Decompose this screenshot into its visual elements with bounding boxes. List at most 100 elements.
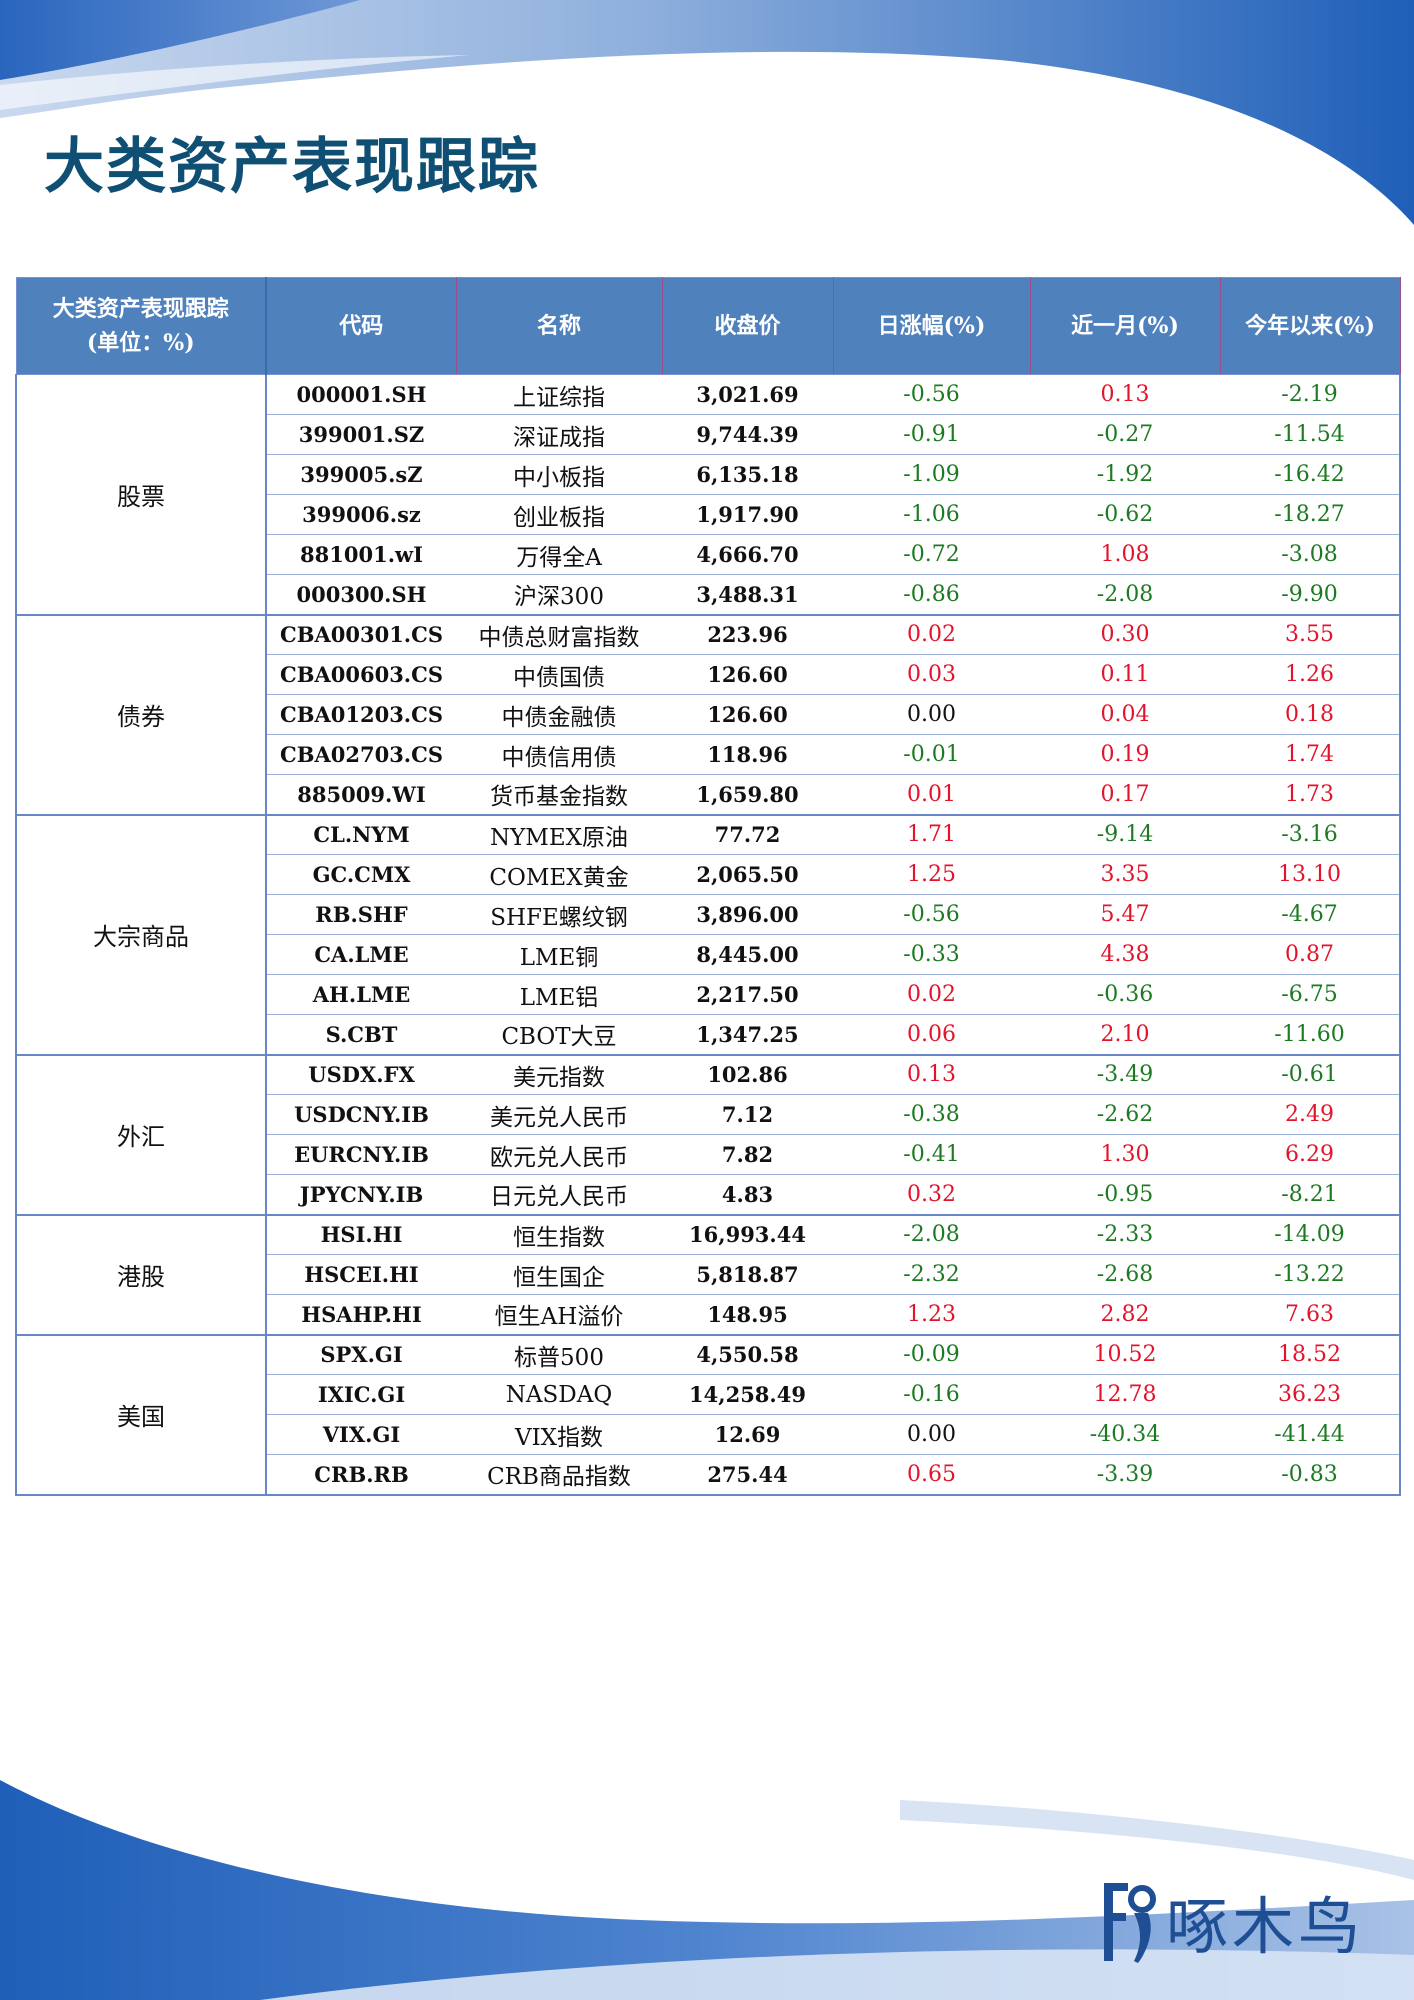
code-cell: JPYCNY.IB [266, 1174, 456, 1216]
name-cell: 中债金融债 [456, 694, 662, 735]
name-cell: 恒生国企 [456, 1254, 662, 1295]
close-price-cell: 126.60 [662, 654, 833, 695]
code-cell: S.CBT [266, 1014, 456, 1056]
name-cell: 万得全A [456, 534, 662, 575]
table-row: CBA00603.CS 中债国债 126.60 0.03 0.11 1.26 [16, 654, 1401, 695]
woodpecker-logo-icon [1104, 1883, 1156, 1963]
category-cell: 债券 [15, 614, 267, 816]
one-month-change-cell: -2.62 [1030, 1094, 1220, 1135]
close-price-cell: 1,347.25 [662, 1014, 833, 1056]
one-month-change-cell: -0.36 [1030, 974, 1220, 1015]
code-cell: HSAHP.HI [266, 1294, 456, 1336]
one-month-change-cell: 0.19 [1030, 734, 1220, 775]
table-row: HSCEI.HI 恒生国企 5,818.87 -2.32 -2.68 -13.22 [16, 1254, 1401, 1295]
table-row: GC.CMX COMEX黄金 2,065.50 1.25 3.35 13.10 [16, 854, 1401, 895]
name-cell: 美元指数 [456, 1054, 662, 1095]
close-price-cell: 14,258.49 [662, 1374, 833, 1415]
category-cell: 美国 [15, 1334, 267, 1496]
header-category: 大类资产表现跟踪 (单位：%) [15, 277, 267, 375]
daily-change-cell: -2.32 [833, 1254, 1030, 1295]
header-daily-change: 日涨幅(%) [832, 277, 1031, 375]
one-month-change-cell: -9.14 [1030, 814, 1220, 855]
one-month-change-cell: -40.34 [1030, 1414, 1220, 1455]
close-price-cell: 126.60 [662, 694, 833, 735]
asset-performance-table: 大类资产表现跟踪 (单位：%) 代码 名称 收盘价 日涨幅(%) 近一月(%) … [15, 277, 1401, 1496]
code-cell: 000001.SH [266, 374, 456, 415]
ytd-change-cell: 6.29 [1220, 1134, 1401, 1175]
table-row: 399006.sz 创业板指 1,917.90 -1.06 -0.62 -18.27 [16, 494, 1401, 535]
close-price-cell: 9,744.39 [662, 414, 833, 455]
one-month-change-cell: 3.35 [1030, 854, 1220, 895]
one-month-change-cell: 2.10 [1030, 1014, 1220, 1056]
table-row: 外汇 USDX.FX 美元指数 102.86 0.13 -3.49 -0.61 [15, 1054, 1401, 1216]
close-price-cell: 118.96 [662, 734, 833, 775]
header-close-price: 收盘价 [661, 277, 834, 375]
name-cell: 中债总财富指数 [456, 614, 662, 655]
table-row: 大宗商品 CL.NYM NYMEX原油 77.72 1.71 -9.14 -3.16 [15, 814, 1401, 1056]
table-row: RB.SHF SHFE螺纹钢 3,896.00 -0.56 5.47 -4.67 [16, 894, 1401, 935]
one-month-change-cell: 0.13 [1030, 374, 1220, 415]
code-cell: 399001.SZ [266, 414, 456, 455]
table-header-row: 大类资产表现跟踪 (单位：%) 代码 名称 收盘价 日涨幅(%) 近一月(%) … [15, 277, 1401, 375]
name-cell: 日元兑人民币 [456, 1174, 662, 1216]
code-cell: HSI.HI [266, 1214, 456, 1255]
one-month-change-cell: 0.04 [1030, 694, 1220, 735]
name-cell: 中债国债 [456, 654, 662, 695]
daily-change-cell: 0.06 [833, 1014, 1030, 1056]
brand-logo: 啄木鸟 [1098, 1876, 1364, 1966]
name-cell: CRB商品指数 [456, 1454, 662, 1496]
code-cell: CBA01203.CS [266, 694, 456, 735]
table-row: USDCNY.IB 美元兑人民币 7.12 -0.38 -2.62 2.49 [16, 1094, 1401, 1135]
daily-change-cell: 0.13 [833, 1054, 1030, 1095]
table-row: S.CBT CBOT大豆 1,347.25 0.06 2.10 -11.60 [16, 1014, 1401, 1056]
ytd-change-cell: 3.55 [1220, 614, 1401, 655]
ytd-change-cell: -9.90 [1220, 574, 1401, 616]
ytd-change-cell: -2.19 [1220, 374, 1401, 415]
top-wave-decoration [0, 0, 1414, 225]
close-price-cell: 148.95 [662, 1294, 833, 1336]
ytd-change-cell: -3.08 [1220, 534, 1401, 575]
code-cell: 885009.WI [266, 774, 456, 816]
code-cell: CBA02703.CS [266, 734, 456, 775]
code-cell: CBA00301.CS [266, 614, 456, 655]
daily-change-cell: -0.86 [833, 574, 1030, 616]
code-cell: VIX.GI [266, 1414, 456, 1455]
code-cell: USDCNY.IB [266, 1094, 456, 1135]
brand-name: 啄木鸟 [1166, 1890, 1365, 1963]
close-price-cell: 5,818.87 [662, 1254, 833, 1295]
daily-change-cell: -0.91 [833, 414, 1030, 455]
one-month-change-cell: -2.08 [1030, 574, 1220, 616]
ytd-change-cell: 7.63 [1220, 1294, 1401, 1336]
daily-change-cell: 0.00 [833, 694, 1030, 735]
close-price-cell: 4,550.58 [662, 1334, 833, 1375]
daily-change-cell: 0.02 [833, 614, 1030, 655]
table-row: HSAHP.HI 恒生AH溢价 148.95 1.23 2.82 7.63 [16, 1294, 1401, 1336]
name-cell: 恒生AH溢价 [456, 1294, 662, 1336]
code-cell: CRB.RB [266, 1454, 456, 1496]
ytd-change-cell: 13.10 [1220, 854, 1401, 895]
close-price-cell: 8,445.00 [662, 934, 833, 975]
table-row: JPYCNY.IB 日元兑人民币 4.83 0.32 -0.95 -8.21 [16, 1174, 1401, 1216]
name-cell: 沪深300 [456, 574, 662, 616]
name-cell: COMEX黄金 [456, 854, 662, 895]
code-cell: SPX.GI [266, 1334, 456, 1375]
ytd-change-cell: -0.61 [1220, 1054, 1401, 1095]
close-price-cell: 7.12 [662, 1094, 833, 1135]
name-cell: SHFE螺纹钢 [456, 894, 662, 935]
daily-change-cell: -0.16 [833, 1374, 1030, 1415]
name-cell: 欧元兑人民币 [456, 1134, 662, 1175]
code-cell: HSCEI.HI [266, 1254, 456, 1295]
table-row: 881001.wI 万得全A 4,666.70 -0.72 1.08 -3.08 [16, 534, 1401, 575]
one-month-change-cell: 12.78 [1030, 1374, 1220, 1415]
daily-change-cell: -0.38 [833, 1094, 1030, 1135]
ytd-change-cell: 1.74 [1220, 734, 1401, 775]
one-month-change-cell: -2.33 [1030, 1214, 1220, 1255]
close-price-cell: 102.86 [662, 1054, 833, 1095]
daily-change-cell: -0.72 [833, 534, 1030, 575]
table-row: 000300.SH 沪深300 3,488.31 -0.86 -2.08 -9.90 [16, 574, 1401, 616]
one-month-change-cell: -0.95 [1030, 1174, 1220, 1216]
name-cell: 货币基金指数 [456, 774, 662, 816]
ytd-change-cell: -4.67 [1220, 894, 1401, 935]
one-month-change-cell: 1.08 [1030, 534, 1220, 575]
one-month-change-cell: 1.30 [1030, 1134, 1220, 1175]
